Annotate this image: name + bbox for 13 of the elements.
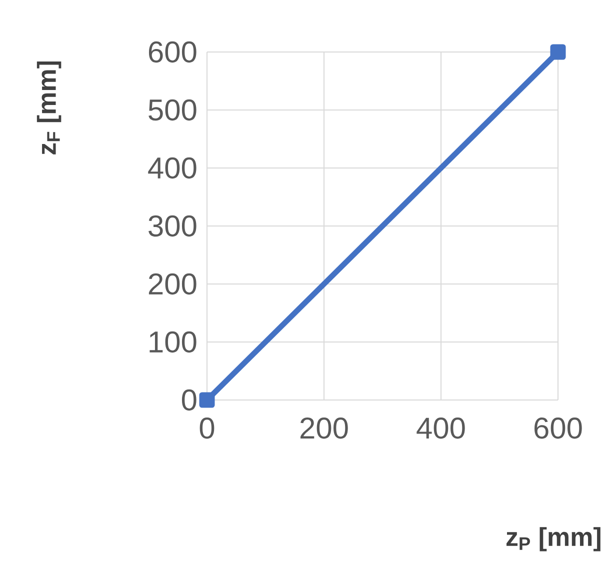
- x-tick-label: 0: [200, 418, 214, 439]
- x-tick-label: 600: [534, 418, 582, 439]
- y-axis-title: z$_{F}$ [mm]: [36, 61, 62, 154]
- y-tick-label: 600: [148, 41, 196, 63]
- x-axis-title: z$_{P}$ [mm]: [506, 527, 600, 552]
- y-tick-label: 300: [148, 215, 196, 237]
- x-tick-label: 200: [300, 418, 348, 439]
- x-tick-label: 400: [416, 418, 465, 439]
- y-tick-label: 0: [182, 389, 196, 411]
- y-tick-label: 100: [150, 331, 196, 353]
- y-tick-label: 400: [148, 157, 196, 179]
- y-tick-label: 200: [148, 273, 196, 295]
- y-tick-label: 500: [148, 99, 196, 121]
